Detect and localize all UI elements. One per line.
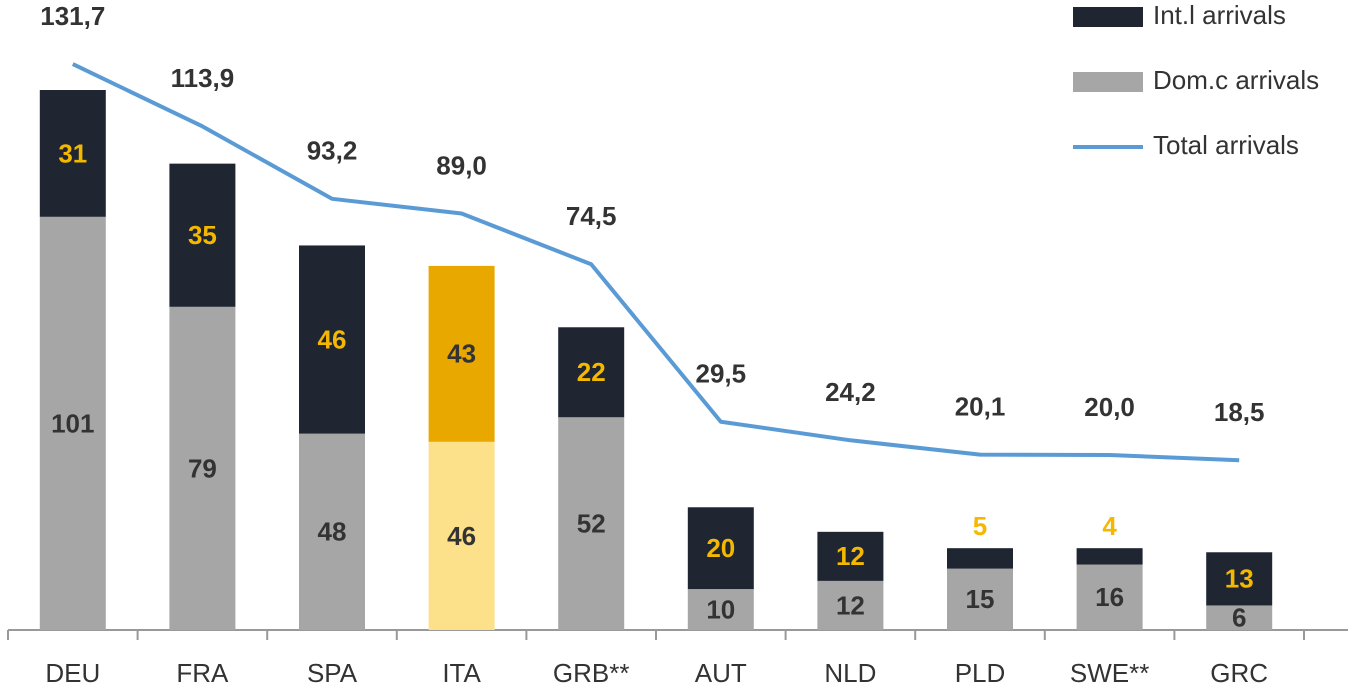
bar [428, 441, 495, 630]
line-value-label: 20,1 [955, 392, 1006, 422]
bar [39, 216, 106, 630]
legend-label: Dom.c arrivals [1153, 65, 1319, 95]
bar-value-label: 52 [577, 509, 606, 539]
x-tick-label: GRB** [553, 658, 630, 688]
bar [558, 417, 625, 630]
line-value-label: 113,9 [171, 63, 235, 93]
line-value-label: 131,7 [40, 1, 105, 31]
legend-swatch [1073, 72, 1143, 92]
x-tick-label: SWE** [1070, 658, 1149, 688]
x-tick-label: NLD [824, 658, 876, 688]
bar-value-label: 5 [973, 511, 987, 541]
bar [687, 507, 754, 590]
line-value-label: 89,0 [436, 150, 487, 180]
bar-value-label: 4 [1102, 511, 1117, 541]
bar [1076, 564, 1143, 630]
legend-swatch [1073, 7, 1143, 27]
bar-value-label: 101 [51, 408, 94, 438]
x-tick-label: FRA [176, 658, 229, 688]
bar [687, 589, 754, 630]
bar-value-label: 15 [966, 584, 995, 614]
legend-label: Total arrivals [1153, 130, 1299, 160]
bar-value-label: 6 [1232, 603, 1246, 633]
bar [1206, 605, 1273, 630]
bar [947, 568, 1013, 630]
line-value-label: 93,2 [307, 136, 358, 166]
line-value-label: 74,5 [566, 201, 617, 231]
bar-value-label: 46 [447, 521, 476, 551]
bar-value-label: 13 [1225, 564, 1254, 594]
bar-value-label: 20 [706, 533, 735, 563]
bar [1206, 552, 1273, 606]
bar [947, 548, 1013, 569]
bar [299, 245, 365, 434]
bar-value-label: 79 [188, 453, 217, 483]
bar-value-label: 35 [188, 220, 217, 250]
line-value-label: 29,5 [695, 359, 746, 389]
bar-value-label: 31 [58, 138, 87, 168]
bar-value-label: 12 [836, 590, 865, 620]
bar [299, 433, 365, 630]
bar [1076, 548, 1143, 565]
bar-value-label: 43 [447, 339, 476, 369]
bar-value-label: 48 [318, 517, 347, 547]
x-tick-label: DEU [45, 658, 100, 688]
bar [817, 531, 884, 581]
bar [169, 306, 236, 630]
line-value-label: 24,2 [825, 377, 876, 407]
x-tick-label: SPA [307, 658, 358, 688]
bar [169, 163, 236, 307]
x-tick-label: PLD [955, 658, 1006, 688]
bar-value-label: 12 [836, 541, 865, 571]
x-tick-label: GRC [1210, 658, 1268, 688]
line-value-label: 18,5 [1214, 397, 1265, 427]
bar [817, 580, 884, 630]
line [71, 62, 1240, 463]
x-tick-label: AUT [695, 658, 747, 688]
bar-value-label: 10 [706, 594, 735, 624]
bar-value-label: 16 [1095, 582, 1124, 612]
x-tick-label: ITA [442, 658, 481, 688]
bar-value-label: 22 [577, 357, 606, 387]
bar [39, 90, 106, 217]
line-value-label: 20,0 [1084, 392, 1135, 422]
bar [558, 327, 625, 418]
bar-value-label: 46 [318, 324, 347, 354]
legend-label: Int.l arrivals [1153, 0, 1286, 30]
bar [428, 265, 495, 442]
